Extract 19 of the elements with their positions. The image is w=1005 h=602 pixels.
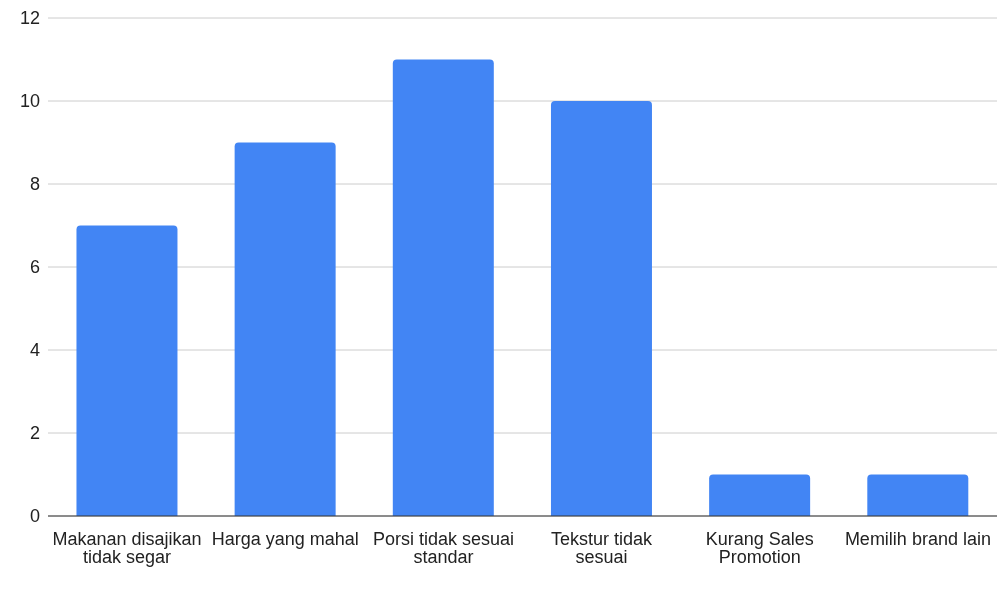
x-tick-label: Porsi tidak sesuai standar	[372, 528, 514, 567]
bar	[234, 142, 336, 516]
bar	[867, 474, 969, 516]
x-tick-label: Harga yang mahal	[211, 528, 359, 549]
x-tick-label: Makanan disajikan tidak segar	[52, 528, 202, 567]
y-tick-label: 4	[29, 340, 40, 361]
y-tick-label: 12	[19, 8, 40, 29]
y-tick-label: 10	[19, 91, 40, 112]
bar	[709, 474, 811, 516]
x-tick-label: Memilih brand lain	[844, 528, 991, 549]
bar	[76, 225, 178, 516]
y-tick-label: 6	[29, 257, 40, 278]
y-tick-label: 8	[29, 174, 40, 195]
bar	[550, 101, 652, 516]
y-tick-label: 2	[29, 423, 40, 444]
y-tick-label: 0	[29, 506, 40, 527]
x-tick-label: Kurang Sales Promotion	[705, 528, 814, 567]
x-tick-label: Tekstur tidak sesuai	[551, 528, 654, 567]
bar	[392, 59, 494, 516]
